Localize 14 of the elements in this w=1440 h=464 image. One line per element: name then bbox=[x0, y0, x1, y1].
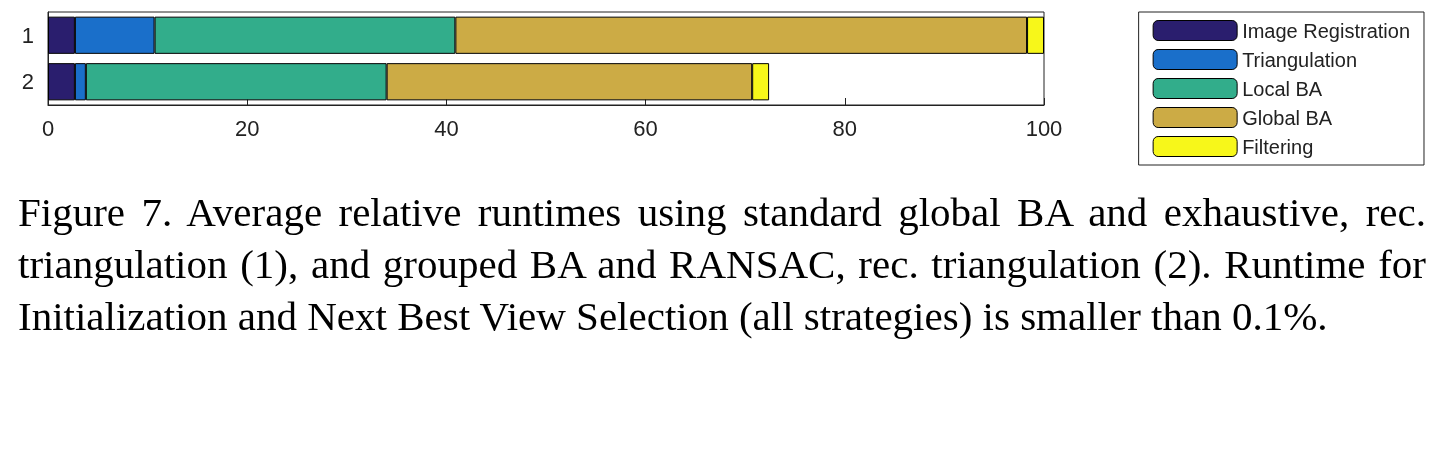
legend-label: Local BA bbox=[1242, 77, 1323, 100]
x-tick-label: 100 bbox=[1025, 115, 1063, 141]
legend-label: Triangulation bbox=[1242, 48, 1358, 71]
x-tick-label: 40 bbox=[434, 115, 459, 141]
x-tick-label: 80 bbox=[832, 115, 858, 141]
y-tick-label: 1 bbox=[21, 22, 34, 48]
x-tick-label: 60 bbox=[633, 115, 658, 141]
x-tick-label: 20 bbox=[234, 115, 260, 141]
legend-label: Image Registration bbox=[1242, 19, 1411, 42]
y-tick-label: 2 bbox=[21, 69, 34, 95]
legend-label: Filtering bbox=[1242, 135, 1314, 158]
legend-label: Global BA bbox=[1242, 106, 1333, 129]
caption: Figure 7. Average relative runtimes using standard global BA and exhaustive, rec. triangulation (1), and grouped BA and RANSAC, rec. triangulation (2). Runtime for Initialization and Next Best View Selection (all strategies) is smaller than 0.1%. bbox=[18, 188, 1426, 341]
x-tick-label: 0 bbox=[41, 115, 55, 141]
